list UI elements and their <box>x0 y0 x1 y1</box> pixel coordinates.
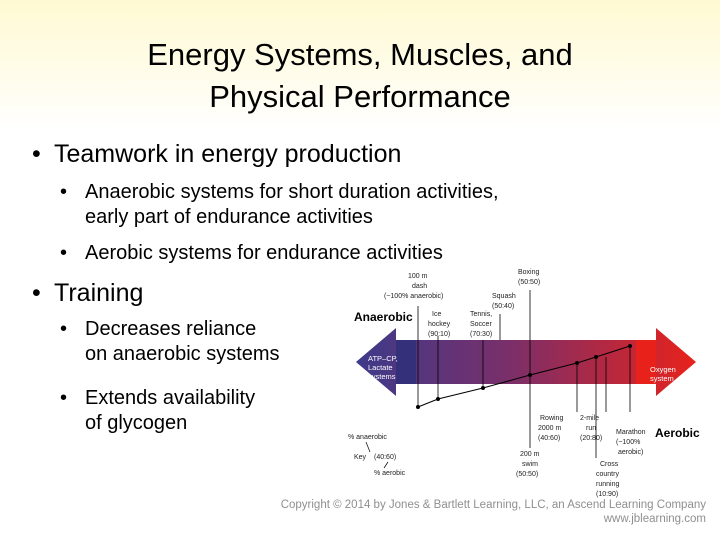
figure-key: % anaerobic Key (40:60) % aerobic <box>348 434 406 477</box>
sub-bullet-dot: • <box>60 242 68 264</box>
activity-100m-line-1: 100 m <box>408 273 428 280</box>
anaerobic-system-line-3: systems <box>368 372 396 381</box>
copyright-text: Copyright © 2014 by Jones & Bartlett Lea… <box>280 499 706 511</box>
activity-ice-hockey: Ice hockey (90:10) <box>428 311 451 338</box>
activity-marathon-line-1: Marathon <box>616 429 646 436</box>
bottom-activities: Rowing 2000 m (40:60) 2-mile run (20:80)… <box>516 415 646 498</box>
activity-cross-line-1: Cross <box>600 461 619 468</box>
activity-ice-hockey-line-3: (90:10) <box>428 331 450 338</box>
top-activities: 100 m dash (~100% anaerobic) Boxing (50:… <box>384 269 540 338</box>
slide-title: Energy Systems, Muscles, and Physical Pe… <box>0 34 720 118</box>
activity-ice-hockey-line-1: Ice <box>432 311 441 318</box>
title-line-1: Energy Systems, Muscles, and <box>147 37 573 72</box>
activity-swim-line-1: 200 m <box>520 451 540 458</box>
bullet-dot: • <box>32 140 41 168</box>
sub-bullet-2-1-line-1: Decreases reliance <box>85 318 257 340</box>
activity-swim-line-2: swim <box>522 461 538 468</box>
sub-bullet-2-2-line-2: of glycogen <box>85 412 188 434</box>
title-line-2: Physical Performance <box>209 79 511 114</box>
aerobic-system-line-1: Oxygen <box>650 365 676 374</box>
activity-boxing: Boxing (50:50) <box>518 269 540 286</box>
energy-continuum-figure: Anaerobic Aerobic ATP–CP, Lactate system… <box>348 269 700 498</box>
copyright-footer: Copyright © 2014 by Jones & Bartlett Lea… <box>281 498 706 526</box>
activity-200m-swim: 200 m swim (50:50) <box>516 451 540 478</box>
activity-100m-dash: 100 m dash (~100% anaerobic) <box>384 273 443 300</box>
bullet-dot: • <box>32 279 41 307</box>
activity-tennis-line-2: Soccer <box>470 321 492 328</box>
key-pct-aerobic: % aerobic <box>374 470 406 477</box>
website-link[interactable]: www.jblearning.com <box>603 513 706 525</box>
activity-marathon-line-2: (~100% <box>616 439 640 446</box>
continuum-arrow <box>356 328 696 396</box>
activity-leaders <box>417 290 631 458</box>
sub-bullet-1-1-line-1: Anaerobic systems for short duration act… <box>85 181 499 203</box>
anaerobic-system-label: ATP–CP, Lactate systems <box>368 354 398 381</box>
sub-bullet-1-1-line-2: early part of endurance activities <box>85 206 373 228</box>
activity-tennis-soccer: Tennis, Soccer (70:30) <box>470 311 492 338</box>
activity-cross-country: Cross country running (10:90) <box>596 461 619 498</box>
activity-rowing-line-3: (40:60) <box>538 435 560 442</box>
key-ratio: (40:60) <box>374 454 396 461</box>
activity-squash: Squash (50:40) <box>492 293 516 310</box>
key-label: Key <box>354 454 367 461</box>
anaerobic-label: Anaerobic <box>354 310 413 324</box>
activity-2mile-line-2: run <box>586 425 596 432</box>
activity-marathon-line-3: aerobic) <box>618 449 643 456</box>
activity-ice-hockey-line-2: hockey <box>428 321 451 328</box>
activity-2mile-line-3: (20:80) <box>580 435 602 442</box>
activity-squash-line-2: (50:40) <box>492 303 514 310</box>
activity-cross-line-4: (10:90) <box>596 491 618 498</box>
bullet-2-text: Training <box>54 279 144 307</box>
anaerobic-system-line-1: ATP–CP, <box>368 354 398 363</box>
activity-boxing-line-1: Boxing <box>518 269 540 276</box>
activity-rowing: Rowing 2000 m (40:60) <box>538 415 563 442</box>
activity-cross-line-3: running <box>596 481 619 488</box>
activity-rowing-line-1: Rowing <box>540 415 563 422</box>
anaerobic-block <box>396 340 416 384</box>
activity-100m-line-3: (~100% anaerobic) <box>384 293 443 300</box>
activity-swim-line-3: (50:50) <box>516 471 538 478</box>
aerobic-block <box>636 340 656 384</box>
activity-squash-line-1: Squash <box>492 293 516 300</box>
activity-100m-line-2: dash <box>412 283 427 290</box>
key-leader-bottom <box>383 461 389 469</box>
activity-boxing-line-2: (50:50) <box>518 279 540 286</box>
activity-tennis-line-1: Tennis, <box>470 311 492 318</box>
activity-rowing-line-2: 2000 m <box>538 425 562 432</box>
sub-bullet-2-1-line-2: on anaerobic systems <box>85 343 280 365</box>
activity-2-mile-run: 2-mile run (20:80) <box>580 415 602 442</box>
sub-bullet-dot: • <box>60 181 68 203</box>
key-pct-anaerobic: % anaerobic <box>348 434 387 441</box>
aerobic-system-label: Oxygen system <box>650 365 676 383</box>
aerobic-label: Aerobic <box>655 426 700 440</box>
key-leader-top <box>365 441 371 453</box>
activity-tennis-line-3: (70:30) <box>470 331 492 338</box>
aerobic-system-line-2: system <box>650 374 674 383</box>
bullet-1-text: Teamwork in energy production <box>54 140 402 168</box>
anaerobic-system-line-2: Lactate <box>368 363 393 372</box>
sub-bullet-dot: • <box>60 387 68 409</box>
activity-marathon: Marathon (~100% aerobic) <box>616 429 646 456</box>
sub-bullet-2-2-line-1: Extends availability <box>85 387 256 409</box>
activity-2mile-line-1: 2-mile <box>580 415 599 422</box>
sub-bullet-dot: • <box>60 318 68 340</box>
activity-cross-line-2: country <box>596 471 619 478</box>
sub-bullet-1-2-line-1: Aerobic systems for endurance activities <box>85 242 443 264</box>
